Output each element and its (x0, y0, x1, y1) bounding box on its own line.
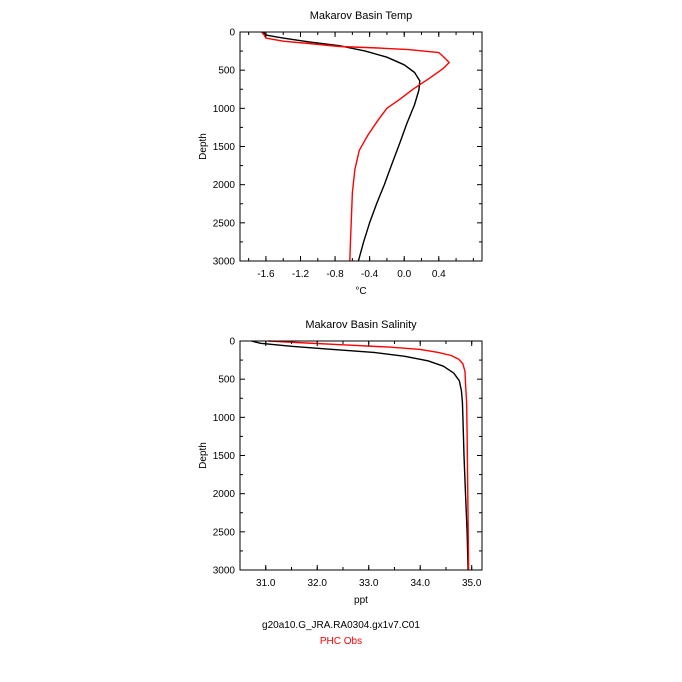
temp-xtick-label: -0.4 (361, 269, 379, 280)
salinity-ytick-label: 3000 (213, 566, 236, 577)
temp-x-axis-label: °C (355, 286, 366, 297)
salinity-xtick-label: 35.0 (462, 578, 482, 589)
salinity-xtick-label: 34.0 (410, 578, 430, 589)
temp-series-obs-line (261, 31, 450, 262)
temp-ytick-label: 3000 (213, 257, 236, 268)
salinity-ytick-label: 1500 (213, 451, 236, 462)
salinity-series-model-line (251, 340, 469, 571)
temp-chart-title: Makarov Basin Temp (310, 10, 413, 22)
temp-y-axis-label: Depth (198, 133, 209, 160)
salinity-series-obs-line (268, 340, 470, 571)
salinity-chart: Makarov Basin Salinity 0 500 1000 1500 2000 25… (198, 319, 483, 606)
temp-chart: Makarov Basin Temp 0 500 1000 1500 2000 2500 30… (198, 10, 483, 297)
salinity-plot-frame (239, 340, 483, 571)
salinity-xtick-label: 31.0 (256, 578, 276, 589)
temp-xtick-label: -0.8 (326, 269, 344, 280)
temp-ytick-label: 2500 (213, 218, 236, 229)
temp-xtick-label: 0.4 (432, 269, 446, 280)
salinity-ytick-label: 500 (218, 375, 235, 386)
salinity-chart-title: Makarov Basin Salinity (305, 319, 417, 331)
temp-ytick-label: 1500 (213, 142, 236, 153)
temp-xtick-label: 0.0 (397, 269, 411, 280)
salinity-x-axis-label: ppt (354, 595, 368, 606)
temp-xtick-label: -1.6 (257, 269, 275, 280)
temp-xtick-label: -1.2 (292, 269, 310, 280)
temp-ytick-label: 500 (218, 66, 235, 77)
salinity-xtick-label: 33.0 (359, 578, 379, 589)
legend-model-label: g20a10.G_JRA.RA0304.gx1v7.C01 (262, 620, 420, 631)
salinity-ytick-label: 2500 (213, 527, 236, 538)
salinity-y-axis-label: Depth (198, 442, 209, 469)
legend-obs-label: PHC Obs (319, 636, 363, 647)
temp-ytick-label: 1000 (213, 104, 236, 115)
salinity-ytick-label: 1000 (213, 413, 236, 424)
temp-ytick-label: 2000 (213, 180, 236, 191)
salinity-ytick-label: 0 (229, 337, 235, 348)
temp-series-model-line (262, 31, 421, 262)
salinity-ytick-label: 2000 (213, 489, 236, 500)
temp-ytick-label: 0 (229, 28, 235, 39)
salinity-xtick-label: 32.0 (307, 578, 327, 589)
